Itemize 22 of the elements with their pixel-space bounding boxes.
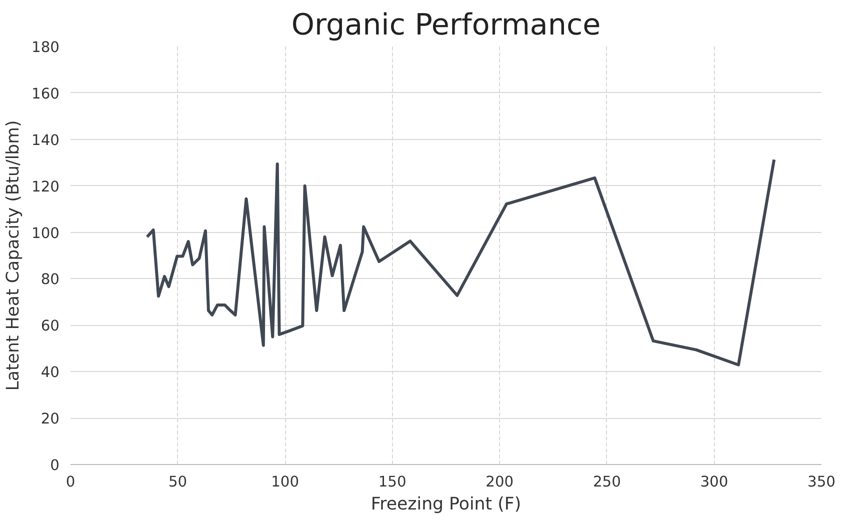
x-tick-label: 200 [486, 474, 514, 490]
x-tick-label: 100 [271, 474, 300, 490]
y-tick-label: 180 [32, 39, 60, 56]
y-tick-label: 40 [40, 364, 60, 382]
y-tick-label: 60 [40, 318, 60, 335]
y-tick-label: 160 [32, 85, 60, 102]
y-tick-label: 120 [32, 178, 60, 196]
y-tick-label: 0 [50, 457, 60, 474]
x-axis-title: Freezing Point (F) [370, 494, 522, 514]
x-tick-label: 300 [700, 474, 728, 490]
y-tick-label: 20 [40, 410, 60, 428]
x-tick-label: 250 [592, 474, 621, 490]
line-series [146, 158, 776, 366]
y-tick-label: 80 [40, 271, 60, 288]
x-tick-label: 50 [168, 474, 188, 490]
y-tick-label: 140 [32, 132, 60, 149]
x-tick-label: 0 [66, 474, 76, 490]
y-axis-title: Latent Heat Capacity (Btu/lbm) [4, 120, 24, 391]
chart-title: Organic Performance [291, 8, 601, 42]
x-tick-label: 150 [378, 474, 406, 490]
y-tick-label: 100 [32, 224, 60, 242]
x-tick-label: 350 [808, 474, 836, 490]
